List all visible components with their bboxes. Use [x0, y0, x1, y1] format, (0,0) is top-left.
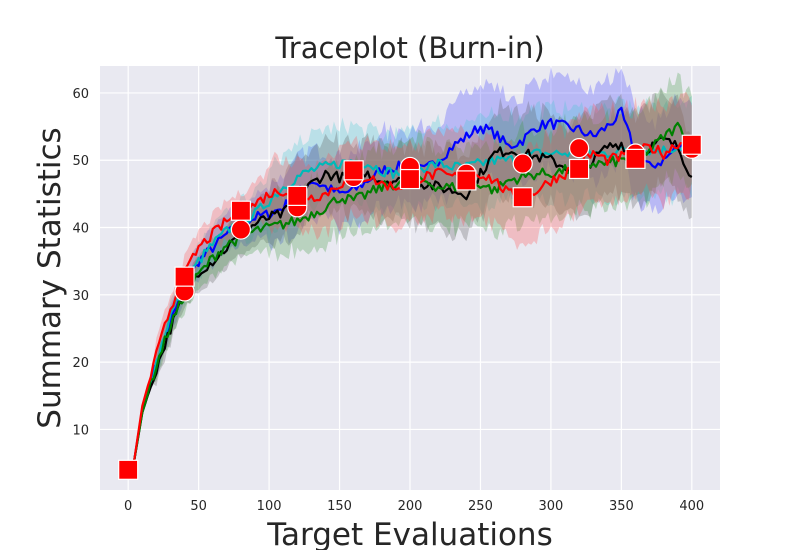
series-band-4	[133, 92, 692, 467]
y-axis-label: Summary Statistics	[32, 127, 68, 428]
square-marker	[681, 134, 702, 155]
x-tick-label: 300	[538, 499, 563, 514]
y-tick-label: 30	[72, 289, 89, 304]
y-tick-label: 20	[72, 356, 89, 371]
x-tick-label: 400	[679, 499, 704, 514]
square-marker	[118, 459, 139, 480]
circle-marker	[230, 219, 252, 240]
x-tick-label: 200	[398, 499, 423, 514]
square-marker	[568, 158, 590, 180]
y-tick-label: 60	[72, 87, 89, 102]
y-tick-label: 50	[72, 154, 89, 169]
square-marker	[512, 187, 533, 208]
circle-marker	[512, 153, 533, 174]
series-band-0	[133, 66, 692, 467]
x-axis-label: Target Evaluations	[266, 517, 552, 550]
chart-title: Traceplot (Burn-in)	[274, 31, 544, 65]
x-tick-label: 150	[327, 499, 352, 514]
square-marker	[456, 170, 477, 191]
circle-marker	[568, 138, 590, 159]
series-band-1	[133, 95, 692, 467]
square-marker	[174, 266, 195, 287]
x-tick-label: 50	[190, 499, 207, 514]
square-marker	[343, 160, 364, 181]
x-tick-labels: 0 50 100 150 200 250 300 350 400	[124, 499, 704, 514]
y-tick-label: 10	[72, 423, 89, 438]
series-band-3	[133, 72, 692, 467]
x-tick-label: 100	[257, 499, 282, 514]
y-tick-labels: 10 20 30 40 50 60	[72, 87, 89, 439]
square-marker	[287, 185, 308, 206]
x-tick-label: 350	[609, 499, 634, 514]
square-marker	[625, 148, 646, 169]
x-tick-label: 0	[124, 499, 132, 514]
square-marker	[230, 200, 252, 221]
markers	[118, 134, 702, 480]
x-tick-label: 250	[468, 499, 493, 514]
y-tick-label: 40	[72, 222, 89, 237]
square-marker	[399, 168, 421, 190]
